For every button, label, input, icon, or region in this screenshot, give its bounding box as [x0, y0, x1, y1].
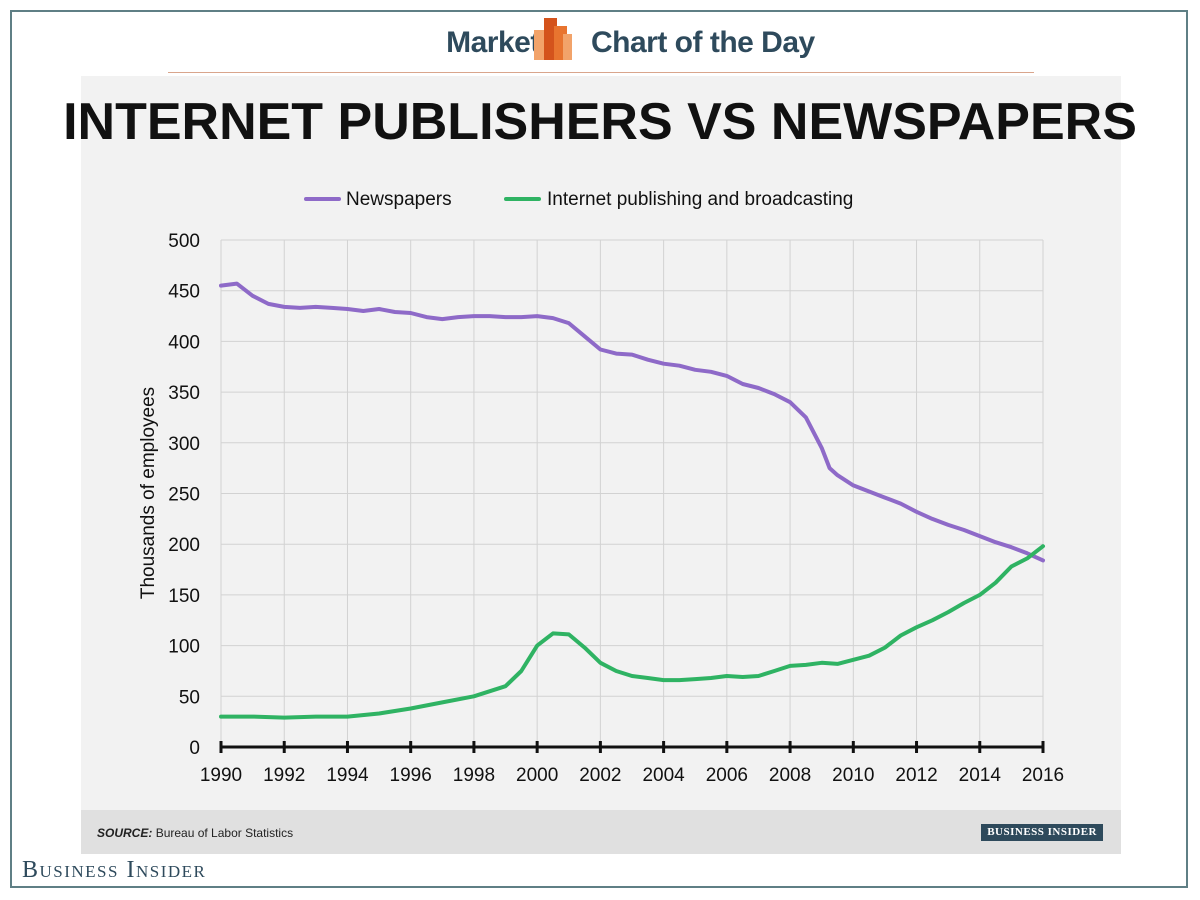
grid-lines — [220, 239, 1044, 747]
y-tick-label: 250 — [168, 485, 200, 506]
x-tick-label: 1992 — [263, 765, 305, 786]
y-tick-label: 50 — [179, 687, 200, 708]
x-tick-label: 2010 — [832, 765, 874, 786]
y-tick-label: 500 — [168, 231, 200, 252]
source-bar: SOURCE: Bureau of Labor Statistics BUSIN… — [81, 810, 1121, 854]
y-tick-labels: 0 50 100 150 200 250 300 350 400 450 500 — [168, 231, 200, 759]
y-tick-label: 350 — [168, 383, 200, 404]
chart-title: INTERNET PUBLISHERS VS NEWSPAPERS — [63, 93, 1137, 151]
axes — [219, 741, 1045, 753]
legend: Newspapers Internet publishing and broadc… — [304, 189, 853, 210]
chart-panel — [81, 76, 1121, 854]
x-tick-label: 2016 — [1022, 765, 1064, 786]
series-line-newspapers — [219, 281, 1045, 563]
legend-internet-publishing-label: Internet publishing and broadcasting — [547, 189, 853, 210]
y-tick-label: 300 — [168, 434, 200, 455]
chart-of-the-day-label[interactable]: Chart of the Day — [591, 26, 815, 59]
x-tick-label: 2002 — [579, 765, 621, 786]
x-tick-label: 1990 — [200, 765, 242, 786]
x-tick-label: 2012 — [895, 765, 937, 786]
legend-newspapers-label: Newspapers — [346, 189, 452, 210]
x-tick-label: 2006 — [706, 765, 748, 786]
outer-frame — [10, 10, 1188, 888]
y-tick-label: 100 — [168, 637, 200, 658]
x-tick-label: 2008 — [769, 765, 811, 786]
x-tick-label: 1998 — [453, 765, 495, 786]
series-line-internet-publishing — [219, 544, 1045, 720]
y-tick-label: 450 — [168, 282, 200, 303]
bar-chart-logo-icon — [534, 18, 572, 60]
x-tick-label: 1994 — [326, 765, 369, 786]
series-lines — [219, 281, 1045, 720]
y-tick-label: 150 — [168, 586, 200, 607]
business-insider-badge[interactable]: BUSINESS INSIDER — [981, 824, 1103, 841]
x-tick-label: 2004 — [642, 765, 685, 786]
y-tick-label: 400 — [168, 332, 200, 353]
y-tick-label: 0 — [189, 738, 200, 759]
x-tick-label: 2014 — [959, 765, 1002, 786]
y-axis-label: Thousands of employees — [138, 387, 159, 599]
y-tick-label: 200 — [168, 535, 200, 556]
source-value: Bureau of Labor Statistics — [155, 826, 294, 840]
source-label: SOURCE: — [97, 826, 153, 840]
business-insider-footer-logo[interactable]: Business Insider — [22, 857, 207, 883]
x-tick-labels: 1990 1992 1994 1996 1998 2000 2002 2004 2006 2008… — [200, 765, 1064, 786]
source-text: SOURCE: Bureau of Labor Statistics — [97, 826, 293, 840]
x-tick-label: 2000 — [516, 765, 558, 786]
chart-of-the-day-header: Markets Chart of the Day — [168, 14, 1034, 73]
x-tick-label: 1996 — [390, 765, 432, 786]
